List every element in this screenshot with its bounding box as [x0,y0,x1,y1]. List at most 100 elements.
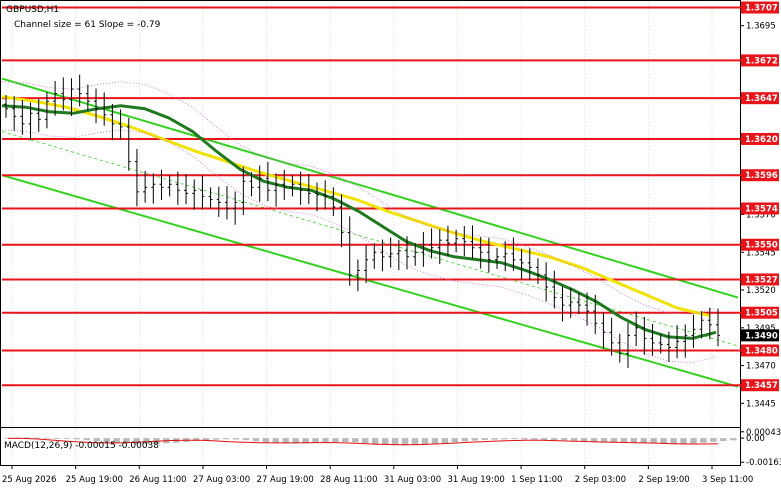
level-label-bg [741,169,779,182]
level-label: 1.3574 [745,204,778,214]
channel-middle-line [1,131,739,347]
macd-histogram-bar [4,437,11,439]
macd-histogram-bar [451,438,459,443]
macd-histogram-bar [83,438,91,441]
time-tick-label: 26 Aug 11:00 [129,475,186,485]
macd-histogram-bar [342,438,349,442]
level-label-bg [741,238,779,251]
macd-histogram-bar [660,438,667,444]
macd-histogram-bar [103,438,110,442]
current-price-label-bg [741,329,779,342]
time-axis: 25 Aug 2026 25 Aug 19:00 26 Aug 11:00 27 Au… [2,465,753,485]
macd-histogram-bar [332,438,339,442]
price-bars [4,74,720,368]
price-tick-label: 1.3695 [746,22,776,32]
macd-histogram-bar [491,438,498,440]
macd-histogram-bar [401,438,409,446]
macd-histogram-bar [700,438,707,443]
macd-histogram-bar [690,438,697,444]
macd-histogram-bar [511,438,518,440]
level-label-bg [741,1,779,14]
macd-histogram-bar [352,438,359,443]
price-tick-label: 1.3545 [746,248,776,258]
macd-histogram-bar [63,438,71,439]
time-tick-label: 27 Aug 03:00 [193,475,250,485]
macd-histogram-bar [362,438,369,444]
macd-histogram-bar [372,438,379,445]
time-tick-label: 2 Sep 19:00 [638,475,689,485]
macd-tick-label: -0.00163 [746,458,781,468]
level-label: 1.3527 [745,275,778,285]
macd-histogram-bar [53,437,61,439]
level-label: 1.3457 [745,381,778,391]
price-axis: 1.36951.36451.36201.35951.35701.35451.35… [740,1,781,468]
channel-upper-line [1,77,739,299]
macd-histogram-bar [222,438,230,440]
time-tick-label: 25 Aug 2026 [2,475,56,485]
macd-histogram-bar [143,438,150,444]
macd-tick-label: 0.00043 [746,428,781,438]
macd-histogram-bar [640,438,647,444]
level-lines [2,6,741,387]
macd-histogram-bar [252,438,260,442]
level-label: 1.3672 [745,56,778,66]
macd-histogram-bar [123,438,130,444]
macd-histogram-bar [242,438,250,441]
macd-histogram-bar [272,438,279,444]
price-tick-label: 1.3445 [746,399,776,409]
macd-histogram-bar [521,438,528,440]
macd-histogram-bar [441,438,449,444]
macd-histogram-bar [421,438,429,445]
macd-histogram-bar [730,438,737,441]
time-tick-label: 27 Aug 19:00 [257,475,314,485]
level-label-bg [741,132,779,145]
macd-histogram-bar [610,438,618,443]
level-label: 1.3550 [745,241,778,251]
level-label-bg [741,344,779,357]
macd-histogram-bar [411,438,419,446]
macd-histogram-bar [650,438,657,444]
macd-histogram-bar [73,438,81,440]
macd-tick-label: 0.00 [746,434,765,444]
time-tick-label: 31 Aug 03:00 [384,475,441,485]
level-label-bg [741,54,779,67]
macd-histogram-bar [23,437,31,439]
macd-histogram-bar [531,438,538,440]
level-label: 1.3707 [745,4,778,14]
current-price-label: 1.3490 [745,331,778,341]
macd-histogram-bar [580,438,588,442]
macd-histogram-bar [501,438,508,440]
macd-histogram-bar [212,438,220,440]
macd-histogram-bar [570,438,578,441]
channel-lower-line [1,174,739,388]
time-tick-label: 28 Aug 11:00 [320,475,377,485]
macd-histogram-bar [133,438,140,444]
macd-histogram-bar [292,438,299,444]
macd-histogram-bar [431,438,439,444]
macd-histogram-bar [381,438,389,445]
macd-histogram-bar [322,438,329,443]
green-moving-average [1,104,717,340]
macd-histogram-bar [630,438,638,443]
time-tick-label: 2 Sep 03:00 [575,475,626,485]
macd-histogram-bar [720,438,727,442]
macd-histogram-bar [282,438,289,444]
macd-histogram-bar [560,438,568,441]
chart-title: GBPUSD,H1 [6,5,59,15]
macd-histogram-bar [113,438,120,443]
macd-histogram-bar [620,438,628,443]
macd-histogram-bar [391,438,399,446]
envelope-upper [1,81,717,315]
time-tick-label: 3 Sep 11:00 [702,475,753,485]
level-label: 1.3596 [745,171,778,181]
macd-histogram-bar [680,438,687,445]
channel-info: Channel size = 61 Slope = -0.79 [14,20,161,30]
level-label-bg [741,92,779,105]
macd-histogram-bar [600,438,608,443]
level-label-bg [741,306,779,319]
macd-histogram-bar [551,438,558,441]
macd-histogram-bar [93,438,100,442]
macd-histogram-bar [192,438,200,442]
macd-histogram-bar [302,438,309,444]
